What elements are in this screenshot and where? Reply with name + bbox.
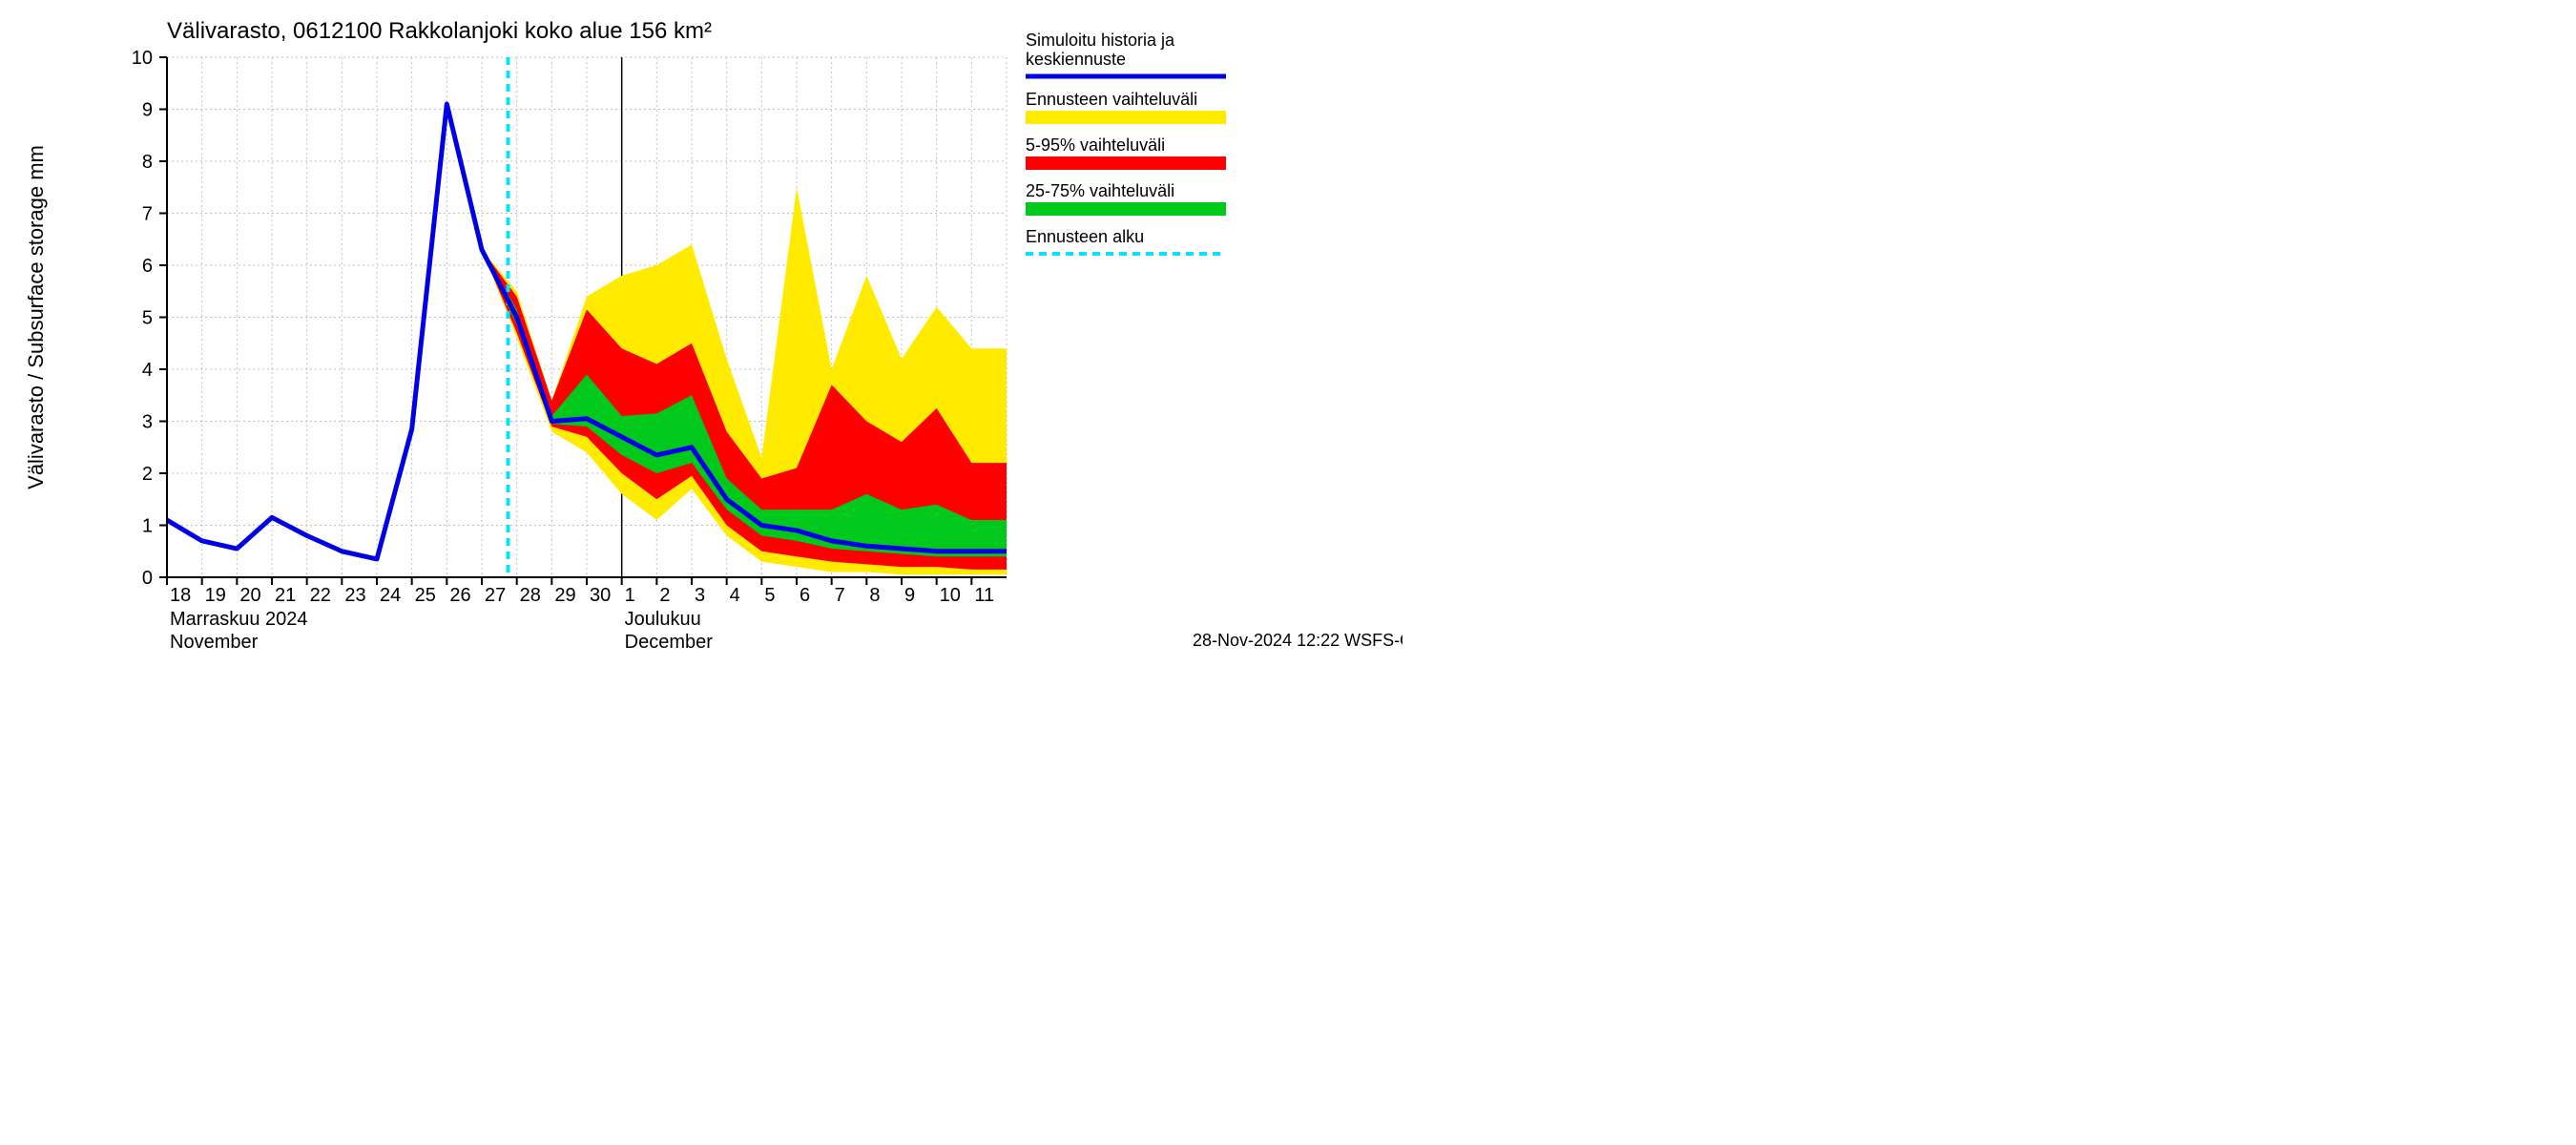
y-tick-label: 7 bbox=[142, 204, 153, 225]
legend-swatch bbox=[1026, 202, 1226, 216]
legend-swatch bbox=[1026, 156, 1226, 170]
month-label-line2: December bbox=[625, 632, 714, 653]
chart-container: 0123456789101819202122232425262728293012… bbox=[0, 0, 1402, 668]
x-tick-label: 9 bbox=[904, 585, 915, 606]
chart-svg: 0123456789101819202122232425262728293012… bbox=[0, 0, 1402, 668]
y-tick-label: 8 bbox=[142, 152, 153, 173]
legend-item-label: keskiennuste bbox=[1026, 50, 1126, 69]
y-tick-label: 4 bbox=[142, 360, 153, 381]
x-tick-label: 29 bbox=[554, 585, 575, 606]
y-tick-label: 3 bbox=[142, 412, 153, 433]
x-tick-label: 27 bbox=[485, 585, 506, 606]
x-tick-label: 26 bbox=[449, 585, 470, 606]
month-label-line2: November bbox=[170, 632, 259, 653]
y-tick-label: 10 bbox=[132, 48, 153, 69]
y-tick-label: 0 bbox=[142, 568, 153, 589]
month-label-line1: Joulukuu bbox=[625, 609, 701, 630]
y-tick-label: 9 bbox=[142, 100, 153, 121]
y-tick-label: 5 bbox=[142, 308, 153, 329]
x-tick-label: 18 bbox=[170, 585, 191, 606]
x-tick-label: 4 bbox=[730, 585, 740, 606]
month-label-line1: Marraskuu 2024 bbox=[170, 609, 308, 630]
y-tick-label: 6 bbox=[142, 256, 153, 277]
legend-item-label: Ennusteen vaihteluväli bbox=[1026, 90, 1197, 109]
y-axis-label: Välivarasto / Subsurface storage mm bbox=[24, 145, 48, 489]
x-tick-label: 20 bbox=[239, 585, 260, 606]
legend-swatch bbox=[1026, 111, 1226, 124]
x-tick-label: 11 bbox=[974, 585, 994, 606]
x-tick-label: 25 bbox=[415, 585, 436, 606]
x-tick-label: 28 bbox=[520, 585, 541, 606]
x-tick-label: 5 bbox=[764, 585, 775, 606]
x-tick-label: 1 bbox=[625, 585, 635, 606]
x-tick-label: 6 bbox=[800, 585, 810, 606]
y-tick-label: 2 bbox=[142, 464, 153, 485]
x-tick-label: 2 bbox=[659, 585, 670, 606]
x-tick-label: 21 bbox=[275, 585, 296, 606]
legend-item-label: Ennusteen alku bbox=[1026, 227, 1144, 246]
y-tick-label: 1 bbox=[142, 516, 153, 537]
x-tick-label: 30 bbox=[590, 585, 611, 606]
x-tick-label: 23 bbox=[344, 585, 365, 606]
footer-timestamp: 28-Nov-2024 12:22 WSFS-O bbox=[1193, 631, 1402, 650]
legend-item-label: 5-95% vaihteluväli bbox=[1026, 135, 1165, 155]
x-tick-label: 19 bbox=[205, 585, 226, 606]
legend-item-label: Simuloitu historia ja bbox=[1026, 31, 1175, 50]
x-tick-label: 7 bbox=[835, 585, 845, 606]
x-tick-label: 3 bbox=[695, 585, 705, 606]
x-tick-label: 22 bbox=[310, 585, 331, 606]
x-tick-label: 24 bbox=[380, 585, 401, 606]
chart-title: Välivarasto, 0612100 Rakkolanjoki koko a… bbox=[167, 18, 712, 44]
legend-item-label: 25-75% vaihteluväli bbox=[1026, 181, 1174, 200]
x-tick-label: 8 bbox=[869, 585, 880, 606]
x-tick-label: 10 bbox=[940, 585, 961, 606]
